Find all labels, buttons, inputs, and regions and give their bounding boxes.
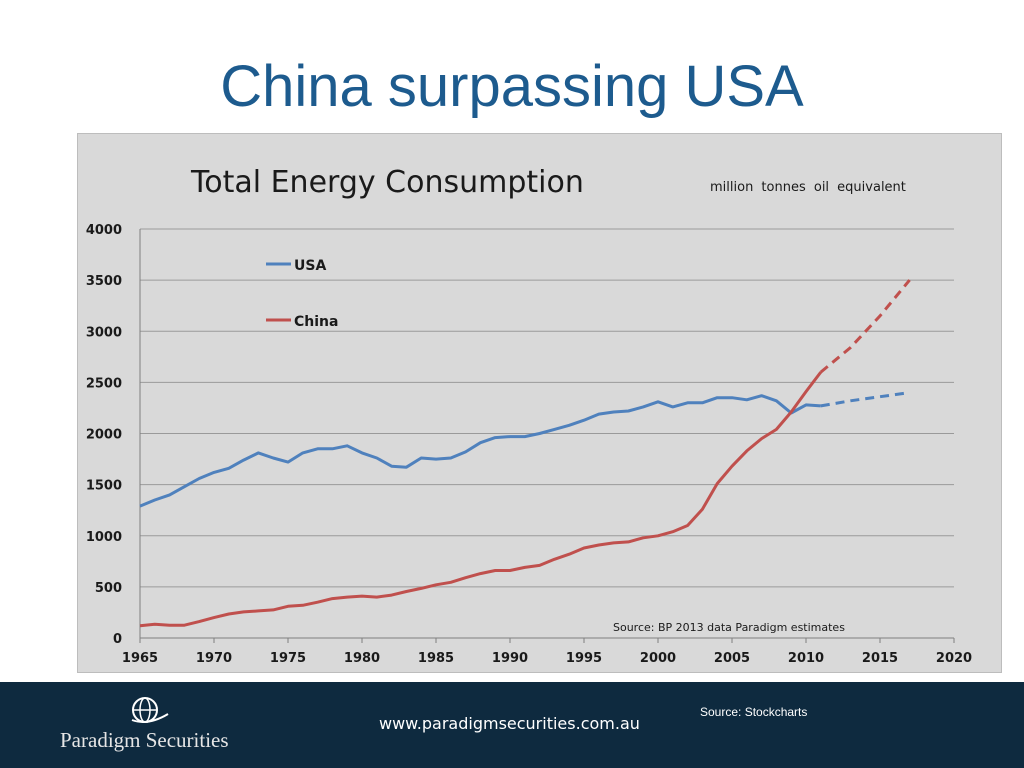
y-tick-label: 1500: [86, 479, 122, 494]
footer-source: Source: Stockcharts: [700, 705, 808, 719]
series-lines: [139, 279, 911, 628]
x-tick-label: 1995: [566, 651, 602, 666]
energy-consumption-chart: Total Energy Consumption million tonnes …: [86, 165, 972, 666]
y-tick-label: 2500: [86, 376, 122, 391]
x-tick-label: 2010: [788, 651, 824, 666]
axes: [139, 229, 955, 643]
x-tick-label: 2005: [714, 651, 750, 666]
x-tick-label: 1965: [122, 651, 158, 666]
x-tick-label: 1985: [418, 651, 454, 666]
website-link[interactable]: www.paradigmsecurities.com.au: [379, 714, 640, 733]
y-tick-label: 0: [113, 632, 122, 647]
series-line-usa: [139, 394, 821, 508]
y-axis-tick-labels: 0 500 1000 1500 2000 2500 3000 3500 4000: [86, 223, 122, 647]
x-tick-label: 1970: [196, 651, 232, 666]
chart-panel: Total Energy Consumption million tonnes …: [77, 133, 1002, 673]
x-tick-label: 1975: [270, 651, 306, 666]
x-tick-label: 2020: [936, 651, 972, 666]
x-tick-label: 1980: [344, 651, 380, 666]
series-line-china: [139, 371, 822, 628]
legend: USA China: [266, 258, 338, 330]
legend-label-china: China: [294, 314, 338, 330]
gridlines: [140, 228, 954, 588]
series-projection-usa: [820, 391, 910, 408]
x-tick-label: 2015: [862, 651, 898, 666]
x-tick-label: 2000: [640, 651, 676, 666]
y-tick-label: 1000: [86, 530, 122, 545]
series-projection-china: [819, 279, 911, 374]
y-tick-label: 4000: [86, 223, 122, 238]
x-tick-label: 1990: [492, 651, 528, 666]
company-name: Paradigm Securities: [60, 728, 229, 752]
chart-title: Total Energy Consumption: [190, 165, 584, 200]
legend-label-usa: USA: [294, 258, 326, 274]
y-tick-label: 3500: [86, 274, 122, 289]
globe-logo-icon: [131, 697, 169, 723]
y-tick-label: 500: [95, 581, 122, 596]
chart-source-note: Source: BP 2013 data Paradigm estimates: [613, 621, 845, 634]
slide-title: China surpassing USA: [220, 54, 804, 119]
y-tick-label: 3000: [86, 325, 122, 340]
footer-bar: Paradigm Securities www.paradigmsecuriti…: [0, 682, 1024, 768]
y-tick-label: 2000: [86, 428, 122, 443]
chart-subtitle: million tonnes oil equivalent: [710, 180, 906, 195]
x-axis-tick-labels: 1965 1970 1975 1980 1985 1990 1995 2000 2005 2010…: [122, 651, 972, 666]
